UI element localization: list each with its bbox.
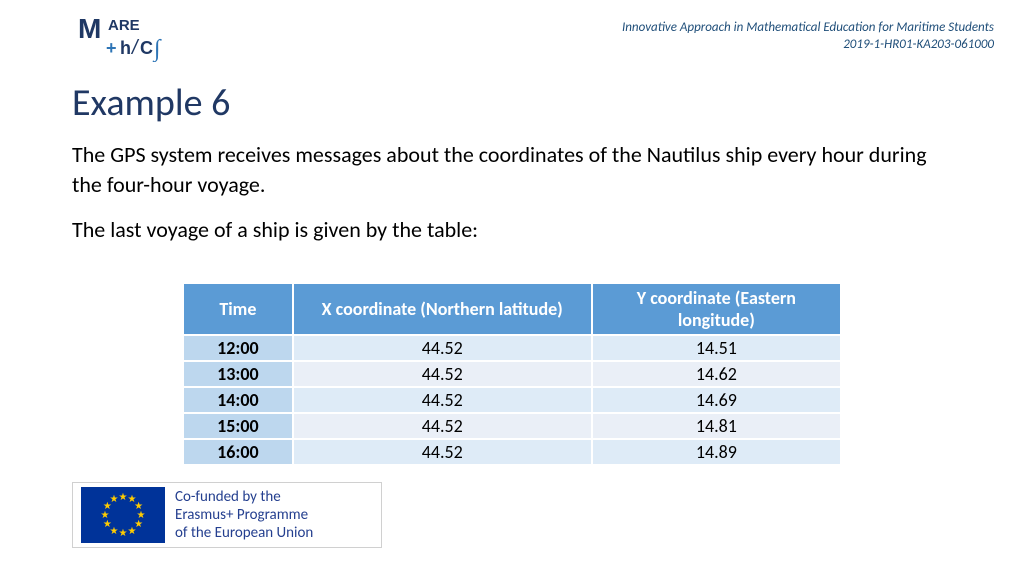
- body-paragraph-1: The GPS system receives messages about t…: [72, 140, 952, 199]
- eu-star-icon: ★: [119, 492, 128, 502]
- cell-time: 14:00: [183, 387, 293, 413]
- svg-text:h: h: [120, 38, 131, 58]
- eu-badge-line2: Erasmus+ Programme: [175, 506, 313, 524]
- project-meta: Innovative Approach in Mathematical Educ…: [622, 20, 994, 54]
- slide: Innovative Approach in Mathematical Educ…: [0, 0, 1024, 576]
- cell-time: 12:00: [183, 335, 293, 361]
- eu-star-icon: ★: [110, 494, 119, 504]
- cell-y: 14.89: [592, 439, 841, 465]
- svg-text:M: M: [78, 14, 101, 44]
- svg-text:+: +: [106, 38, 117, 58]
- eu-flag-icon: ★★★★★★★★★★★★: [81, 487, 165, 543]
- slide-title: Example 6: [72, 80, 230, 126]
- table-row: 16:00 44.52 14.89: [183, 439, 841, 465]
- cell-x: 44.52: [293, 439, 592, 465]
- eu-badge-line1: Co-funded by the: [175, 488, 313, 506]
- eu-star-icon: ★: [119, 528, 128, 538]
- project-meta-line2: 2019-1-HR01-KA203-061000: [622, 37, 994, 54]
- col-header-y: Y coordinate (Eastern longitude): [592, 283, 841, 335]
- logo-top-text: ARE: [108, 17, 140, 34]
- table-header-row: Time X coordinate (Northern latitude) Y …: [183, 283, 841, 335]
- cell-y: 14.62: [592, 361, 841, 387]
- body-paragraph-2: The last voyage of a ship is given by th…: [72, 215, 952, 245]
- eu-star-icon: ★: [128, 526, 137, 536]
- svg-text:∫: ∫: [152, 36, 162, 62]
- cell-y: 14.69: [592, 387, 841, 413]
- col-header-time: Time: [183, 283, 293, 335]
- project-meta-line1: Innovative Approach in Mathematical Educ…: [622, 20, 994, 37]
- voyage-table-container: Time X coordinate (Northern latitude) Y …: [182, 282, 842, 466]
- cell-x: 44.52: [293, 387, 592, 413]
- maremathics-logo: M ARE + h / C ∫: [78, 14, 208, 67]
- voyage-table: Time X coordinate (Northern latitude) Y …: [182, 282, 842, 466]
- table-row: 15:00 44.52 14.81: [183, 413, 841, 439]
- cell-y: 14.51: [592, 335, 841, 361]
- cell-x: 44.52: [293, 413, 592, 439]
- table-row: 14:00 44.52 14.69: [183, 387, 841, 413]
- cell-x: 44.52: [293, 335, 592, 361]
- eu-badge-text: Co-funded by the Erasmus+ Programme of t…: [175, 488, 313, 542]
- svg-text:C: C: [140, 38, 153, 58]
- col-header-x: X coordinate (Northern latitude): [293, 283, 592, 335]
- cell-time: 15:00: [183, 413, 293, 439]
- table-row: 12:00 44.52 14.51: [183, 335, 841, 361]
- cell-time: 13:00: [183, 361, 293, 387]
- eu-cofunded-badge: ★★★★★★★★★★★★ Co-funded by the Erasmus+ P…: [72, 482, 382, 548]
- cell-y: 14.81: [592, 413, 841, 439]
- slide-body: The GPS system receives messages about t…: [72, 140, 952, 261]
- cell-x: 44.52: [293, 361, 592, 387]
- cell-time: 16:00: [183, 439, 293, 465]
- svg-text:/: /: [130, 37, 140, 59]
- eu-badge-line3: of the European Union: [175, 524, 313, 542]
- table-row: 13:00 44.52 14.62: [183, 361, 841, 387]
